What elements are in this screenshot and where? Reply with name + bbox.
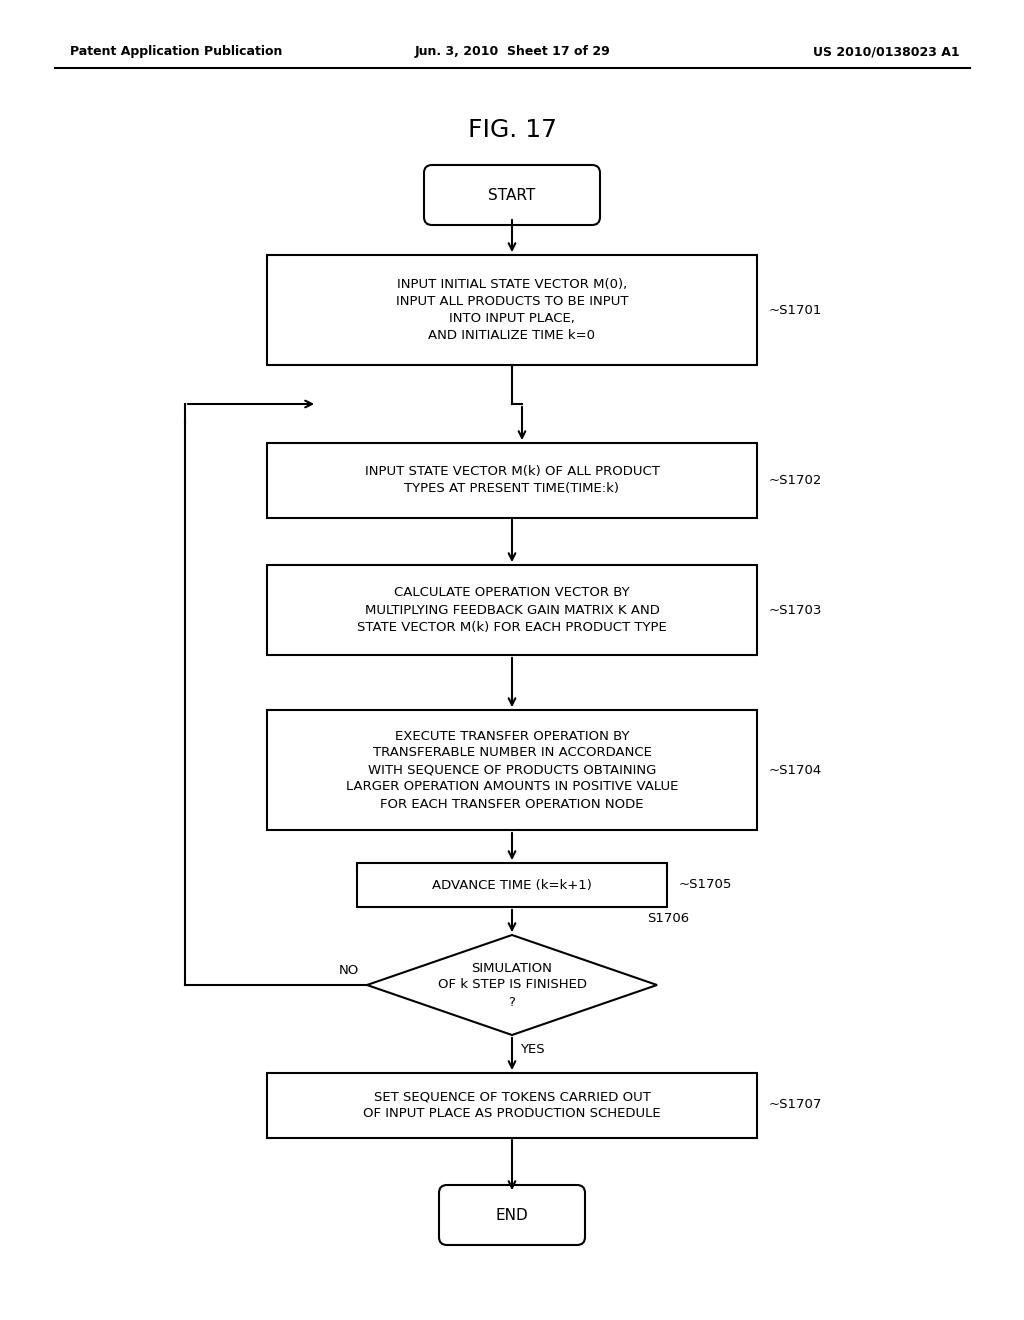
Text: SIMULATION
OF k STEP IS FINISHED
?: SIMULATION OF k STEP IS FINISHED ? bbox=[437, 961, 587, 1008]
FancyBboxPatch shape bbox=[424, 165, 600, 224]
Text: FIG. 17: FIG. 17 bbox=[468, 117, 556, 143]
Bar bbox=[357, 863, 667, 907]
Text: SET SEQUENCE OF TOKENS CARRIED OUT
OF INPUT PLACE AS PRODUCTION SCHEDULE: SET SEQUENCE OF TOKENS CARRIED OUT OF IN… bbox=[364, 1090, 660, 1119]
Text: ~S1703: ~S1703 bbox=[769, 603, 822, 616]
Text: S1706: S1706 bbox=[647, 912, 689, 925]
Text: Jun. 3, 2010  Sheet 17 of 29: Jun. 3, 2010 Sheet 17 of 29 bbox=[414, 45, 610, 58]
Text: YES: YES bbox=[520, 1043, 545, 1056]
FancyBboxPatch shape bbox=[439, 1185, 585, 1245]
Bar bbox=[267, 255, 757, 366]
Bar bbox=[267, 565, 757, 655]
Text: ~S1707: ~S1707 bbox=[769, 1098, 822, 1111]
Text: START: START bbox=[488, 187, 536, 202]
Text: ADVANCE TIME (k=k+1): ADVANCE TIME (k=k+1) bbox=[432, 879, 592, 891]
Text: US 2010/0138023 A1: US 2010/0138023 A1 bbox=[813, 45, 961, 58]
Text: NO: NO bbox=[339, 964, 359, 977]
Text: Patent Application Publication: Patent Application Publication bbox=[70, 45, 283, 58]
Text: INPUT INITIAL STATE VECTOR M(0),
INPUT ALL PRODUCTS TO BE INPUT
INTO INPUT PLACE: INPUT INITIAL STATE VECTOR M(0), INPUT A… bbox=[395, 279, 629, 342]
Polygon shape bbox=[367, 935, 657, 1035]
Text: CALCULATE OPERATION VECTOR BY
MULTIPLYING FEEDBACK GAIN MATRIX K AND
STATE VECTO: CALCULATE OPERATION VECTOR BY MULTIPLYIN… bbox=[357, 586, 667, 634]
Text: ~S1702: ~S1702 bbox=[769, 474, 822, 487]
Bar bbox=[267, 710, 757, 830]
Text: END: END bbox=[496, 1208, 528, 1222]
Text: INPUT STATE VECTOR M(k) OF ALL PRODUCT
TYPES AT PRESENT TIME(TIME:k): INPUT STATE VECTOR M(k) OF ALL PRODUCT T… bbox=[365, 465, 659, 495]
Bar bbox=[267, 1072, 757, 1138]
Text: ~S1701: ~S1701 bbox=[769, 304, 822, 317]
Text: ~S1705: ~S1705 bbox=[679, 879, 732, 891]
Bar bbox=[267, 442, 757, 517]
Text: EXECUTE TRANSFER OPERATION BY
TRANSFERABLE NUMBER IN ACCORDANCE
WITH SEQUENCE OF: EXECUTE TRANSFER OPERATION BY TRANSFERAB… bbox=[346, 730, 678, 810]
Text: ~S1704: ~S1704 bbox=[769, 763, 822, 776]
